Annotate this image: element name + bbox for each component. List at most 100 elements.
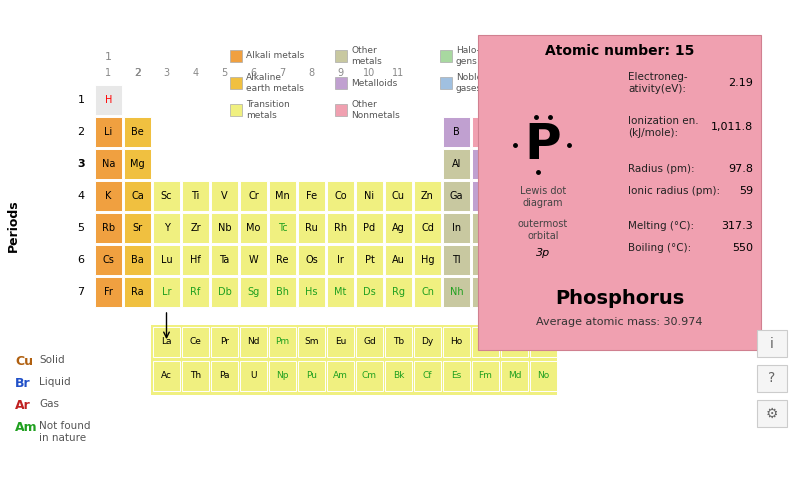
Text: Lewis dot
diagram: Lewis dot diagram xyxy=(520,186,566,208)
Text: Mo: Mo xyxy=(246,223,261,233)
Bar xyxy=(298,361,325,391)
Text: 9: 9 xyxy=(338,68,343,78)
Bar xyxy=(530,149,557,179)
Text: Y: Y xyxy=(163,223,170,233)
Bar xyxy=(385,361,412,391)
Text: Cs: Cs xyxy=(102,255,114,265)
Bar xyxy=(414,277,441,307)
Bar xyxy=(356,181,383,211)
Bar xyxy=(443,117,470,147)
Bar xyxy=(230,50,242,62)
Text: Ca: Ca xyxy=(131,191,144,201)
Text: Rb: Rb xyxy=(102,223,115,233)
Text: Li: Li xyxy=(104,127,113,137)
Text: P: P xyxy=(511,159,518,169)
Text: Nd: Nd xyxy=(247,337,260,347)
Bar xyxy=(240,245,267,275)
Text: Sc: Sc xyxy=(161,191,172,201)
Bar xyxy=(182,245,209,275)
Text: Ta: Ta xyxy=(219,255,230,265)
Text: Cu: Cu xyxy=(15,355,33,368)
Bar xyxy=(757,330,787,357)
Bar xyxy=(211,245,238,275)
Text: Er: Er xyxy=(481,337,490,347)
Text: N: N xyxy=(511,127,518,137)
Bar xyxy=(124,181,151,211)
Text: ?: ? xyxy=(768,372,776,385)
Bar xyxy=(269,327,296,357)
Bar xyxy=(356,213,383,243)
Text: Pm: Pm xyxy=(275,337,290,347)
Text: Es: Es xyxy=(451,372,462,381)
Text: Bk: Bk xyxy=(393,372,404,381)
Text: Nb: Nb xyxy=(218,223,231,233)
Bar xyxy=(356,361,383,391)
Text: ⚙: ⚙ xyxy=(766,407,778,420)
Text: Mn: Mn xyxy=(275,191,290,201)
Text: 2: 2 xyxy=(78,127,85,137)
Text: Am: Am xyxy=(333,372,348,381)
Bar xyxy=(472,117,499,147)
Text: 8: 8 xyxy=(309,68,314,78)
Text: 3p: 3p xyxy=(536,248,550,258)
Text: Average atomic mass: 30.974: Average atomic mass: 30.974 xyxy=(536,317,702,327)
Text: Au: Au xyxy=(392,255,405,265)
Text: Se: Se xyxy=(538,191,550,201)
Bar xyxy=(443,245,470,275)
Text: Hf: Hf xyxy=(190,255,201,265)
Bar xyxy=(443,213,470,243)
Bar xyxy=(385,327,412,357)
Bar xyxy=(95,85,122,115)
Text: Eu: Eu xyxy=(335,337,346,347)
Bar xyxy=(356,245,383,275)
Bar xyxy=(356,277,383,307)
Bar xyxy=(501,213,528,243)
Text: K: K xyxy=(106,191,112,201)
Text: Halo-
gens: Halo- gens xyxy=(456,46,480,66)
Text: i: i xyxy=(770,336,774,350)
Text: Os: Os xyxy=(305,255,318,265)
Text: Pb: Pb xyxy=(479,255,492,265)
Bar xyxy=(472,245,499,275)
Text: Nh: Nh xyxy=(450,287,463,297)
Bar xyxy=(327,245,354,275)
Text: Tb: Tb xyxy=(393,337,404,347)
Bar xyxy=(443,277,470,307)
Text: Po: Po xyxy=(538,255,550,265)
Text: Ne: Ne xyxy=(595,127,608,137)
Text: Si: Si xyxy=(481,159,490,169)
Bar xyxy=(757,400,787,427)
Bar xyxy=(153,361,180,391)
Bar xyxy=(153,245,180,275)
Bar xyxy=(588,85,615,115)
Bar xyxy=(240,327,267,357)
Bar xyxy=(443,181,470,211)
Text: Zr: Zr xyxy=(190,223,201,233)
Bar xyxy=(335,77,347,89)
Bar xyxy=(530,245,557,275)
Text: Ru: Ru xyxy=(305,223,318,233)
Text: C: C xyxy=(482,127,489,137)
Text: 4: 4 xyxy=(193,68,198,78)
Text: 7: 7 xyxy=(78,287,85,297)
Text: Pt: Pt xyxy=(365,255,374,265)
Text: 1: 1 xyxy=(105,52,112,62)
Text: Ho: Ho xyxy=(450,337,462,347)
Text: 11: 11 xyxy=(392,68,405,78)
Text: La: La xyxy=(162,337,172,347)
Bar xyxy=(559,149,586,179)
Bar xyxy=(327,213,354,243)
Text: Bh: Bh xyxy=(276,287,289,297)
Text: Ar: Ar xyxy=(596,159,607,169)
Bar xyxy=(298,181,325,211)
Bar xyxy=(501,277,528,307)
Text: Mc: Mc xyxy=(507,287,522,297)
Bar xyxy=(530,277,557,307)
Text: Al: Al xyxy=(452,159,461,169)
Text: Tl: Tl xyxy=(452,255,461,265)
Bar xyxy=(182,327,209,357)
Text: S: S xyxy=(541,159,546,169)
Bar xyxy=(240,181,267,211)
Text: Rg: Rg xyxy=(392,287,405,297)
Text: Kr: Kr xyxy=(596,191,606,201)
